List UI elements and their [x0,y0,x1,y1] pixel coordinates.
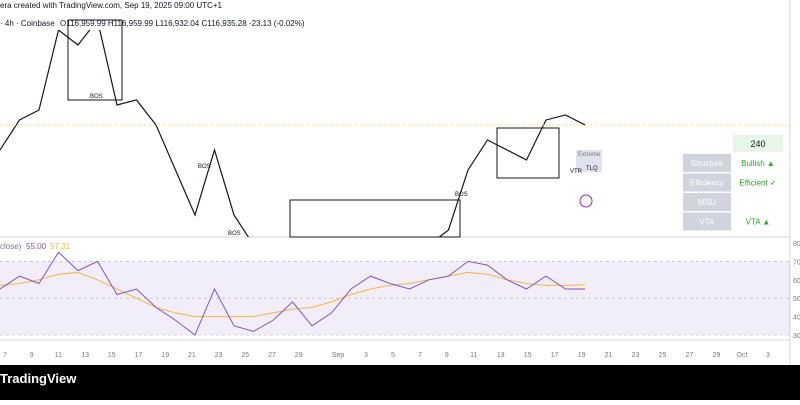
date-label: 7 [418,352,422,359]
rsi-tick-label: 60 [793,278,800,285]
date-label: 25 [659,352,667,359]
annotation: BOS [455,192,468,198]
date-label: 23 [215,352,223,359]
panel-cell [683,154,731,172]
panel-cell [683,193,731,211]
date-label: 19 [578,352,586,359]
rsi-value: 55.00 [26,242,47,251]
date-label: Oct [737,352,748,359]
panel-status: VTA ▲ [746,218,771,227]
annotation: VTR [570,169,583,175]
date-label: 15 [108,352,116,359]
date-label: 11 [470,352,477,359]
date-label: 25 [241,352,249,359]
period: 240 [750,139,765,149]
panel-label: Efficiency [690,179,724,188]
price-line [0,30,586,237]
brand: TradingView [0,371,77,386]
date-label: 13 [497,352,505,359]
date-label: 29 [712,352,720,359]
symbol: · 4h · Coinbase [0,19,55,28]
date-label: 3 [364,352,368,359]
panel-label: Structure [691,159,724,168]
rsi-signal-value: 57.31 [50,242,71,251]
annotation: BOS [198,164,211,170]
annotation: Extreme [578,152,601,158]
rsi-tick-label: 50 [793,296,800,303]
rsi-line [0,251,585,336]
panel-status: Bullish ▲ [741,159,775,168]
date-label: 11 [55,352,62,359]
date-label: 3 [766,352,770,359]
date-label: 21 [605,352,613,359]
date-label: 13 [81,352,89,359]
rsi-tick-label: 30 [793,333,800,340]
rsi-tick-label: 40 [793,315,800,322]
panel-cell [683,173,731,192]
date-label: 23 [632,352,640,359]
date-label: 21 [188,352,196,359]
annotation: TLQ [586,166,598,172]
panel-cell [683,212,731,231]
panel-status: Efficient ✓ [739,179,776,188]
zone-box [496,127,560,179]
extreme-box [576,150,602,172]
panel-label: VTA [700,218,716,227]
date-label: 9 [445,352,449,359]
zone-box [289,199,461,238]
date-label: Sep [332,352,345,359]
annotation: BOS [90,94,103,100]
date-label: 29 [295,352,303,359]
panel-label: MSU [698,198,716,207]
date-label: 7 [3,352,7,359]
period-box [733,135,783,152]
marker-icon [579,194,593,208]
annotation: BOS [228,231,241,237]
rsi-label: close) [0,242,22,251]
attribution: era created with TradingView.com, Sep 19… [0,1,223,10]
date-label: 9 [30,352,34,359]
rsi-band [0,261,790,335]
date-label: 17 [135,352,143,359]
zone-box [67,19,123,101]
date-label: 19 [161,352,169,359]
date-label: 5 [391,352,395,359]
rsi-signal [0,271,586,318]
date-label: 27 [268,352,276,359]
footer-bar [0,365,800,400]
rsi-tick-label: 80 [793,241,800,248]
date-label: 27 [686,352,694,359]
rsi-tick-label: 70 [793,259,800,266]
date-label: 17 [551,352,559,359]
date-label: 15 [524,352,532,359]
ohlc: O116,959.99 H116,959.99 L116,932.04 C116… [60,19,305,28]
